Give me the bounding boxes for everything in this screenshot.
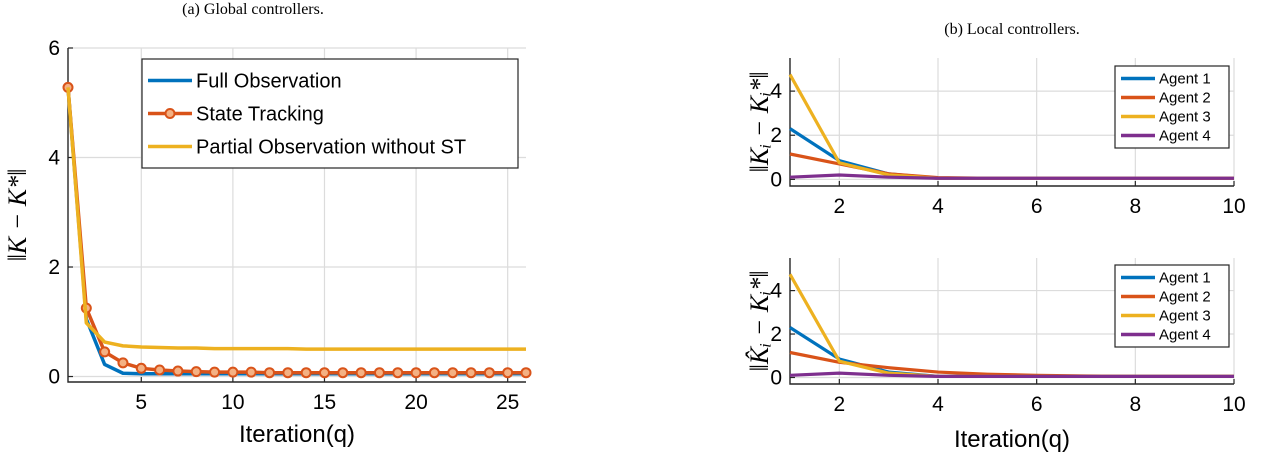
legend-label: Agent 1: [1159, 71, 1211, 88]
x-tick-label: 6: [1031, 393, 1043, 416]
y-tick-label: 2: [770, 323, 782, 346]
y-tick-label: 6: [48, 37, 60, 60]
x-tick-label: 6: [1031, 195, 1043, 218]
x-tick-label: 10: [1222, 195, 1245, 218]
series-point: [264, 367, 276, 379]
series-point: [337, 367, 349, 379]
legend-marker: [164, 108, 176, 119]
chart-panel-1: (a) Global controllers. 5 10 15 20 25 0 2 4 6 Iter…: [3, 1, 532, 448]
y-tick-label: 4: [48, 147, 60, 170]
series-line-4: [789, 173, 1234, 180]
chart-caption: (b) Local controllers.: [944, 21, 1080, 38]
chart-caption: (a) Global controllers.: [182, 1, 324, 18]
y-axis-label: ‖K − K*‖: [3, 169, 32, 262]
series-point: [410, 367, 422, 379]
series-point: [300, 367, 312, 379]
x-axis-label: Iteration(q): [954, 426, 1070, 453]
series-point: [428, 367, 440, 379]
y-tick-label: 0: [48, 366, 60, 389]
y-tick-label: 4: [770, 280, 782, 303]
legend-label: Agent 2: [1159, 90, 1211, 107]
y-tick-label: 0: [770, 366, 782, 389]
series-point: [502, 367, 514, 379]
series-point: [172, 365, 184, 377]
series-point: [465, 367, 477, 379]
legend-label: State Tracking: [196, 104, 324, 126]
chart-panel-3: 2 4 6 8 10 0 2 4 Iteration(q) ‖K̂ᵢ − Kᵢ*‖ Agent 1 A…: [745, 258, 1246, 453]
legend-label: Full Observation: [196, 71, 342, 93]
x-tick-label: 15: [313, 391, 336, 414]
y-tick-label: 4: [770, 80, 782, 103]
x-tick-label: 20: [404, 391, 427, 414]
y-tick-label: 2: [770, 124, 782, 147]
series-line-4: [789, 371, 1234, 378]
series-point: [520, 367, 532, 379]
x-tick-label: 5: [135, 391, 147, 414]
series-point: [355, 367, 367, 379]
series-point: [154, 364, 166, 376]
y-axis-label: ‖K̂ᵢ − Kᵢ*‖: [745, 270, 774, 371]
legend-label: Agent 1: [1159, 270, 1211, 287]
x-tick-label: 4: [932, 393, 944, 416]
series-point: [99, 346, 111, 358]
series-point: [135, 362, 147, 374]
x-tick-label: 8: [1129, 195, 1141, 218]
legend-label: Agent 4: [1159, 327, 1211, 344]
axes: [789, 258, 1234, 385]
series-line-3: [66, 87, 526, 351]
series-point: [483, 367, 495, 379]
series-point: [209, 366, 221, 378]
legend-label: Agent 2: [1159, 289, 1211, 306]
series-point: [392, 367, 404, 379]
legend-box: [141, 58, 519, 169]
series-point: [190, 366, 202, 378]
y-tick-label: 0: [770, 168, 782, 191]
x-axis-label: Iteration(q): [239, 421, 355, 448]
axes: [67, 48, 526, 383]
series-point: [282, 367, 294, 379]
series-point: [318, 367, 330, 379]
y-axis-label: ‖Kᵢ − Kᵢ*‖: [745, 71, 774, 172]
x-tick-label: 25: [496, 391, 519, 414]
series-point: [245, 366, 257, 378]
series-point: [373, 367, 385, 379]
x-tick-label: 10: [1222, 393, 1245, 416]
x-tick-label: 8: [1129, 393, 1141, 416]
x-tick-label: 2: [833, 393, 845, 416]
legend-label: Agent 3: [1159, 308, 1211, 325]
series-point: [117, 357, 129, 369]
legend-label: Agent 3: [1159, 109, 1211, 126]
series-point: [447, 367, 459, 379]
y-tick-label: 2: [48, 256, 60, 279]
axes: [789, 58, 1234, 187]
legend-label: Partial Observation without ST: [196, 137, 466, 159]
x-tick-label: 2: [833, 195, 845, 218]
series-point: [227, 366, 239, 378]
x-tick-label: 4: [932, 195, 944, 218]
x-tick-label: 10: [221, 391, 244, 414]
legend-label: Agent 4: [1159, 128, 1211, 145]
